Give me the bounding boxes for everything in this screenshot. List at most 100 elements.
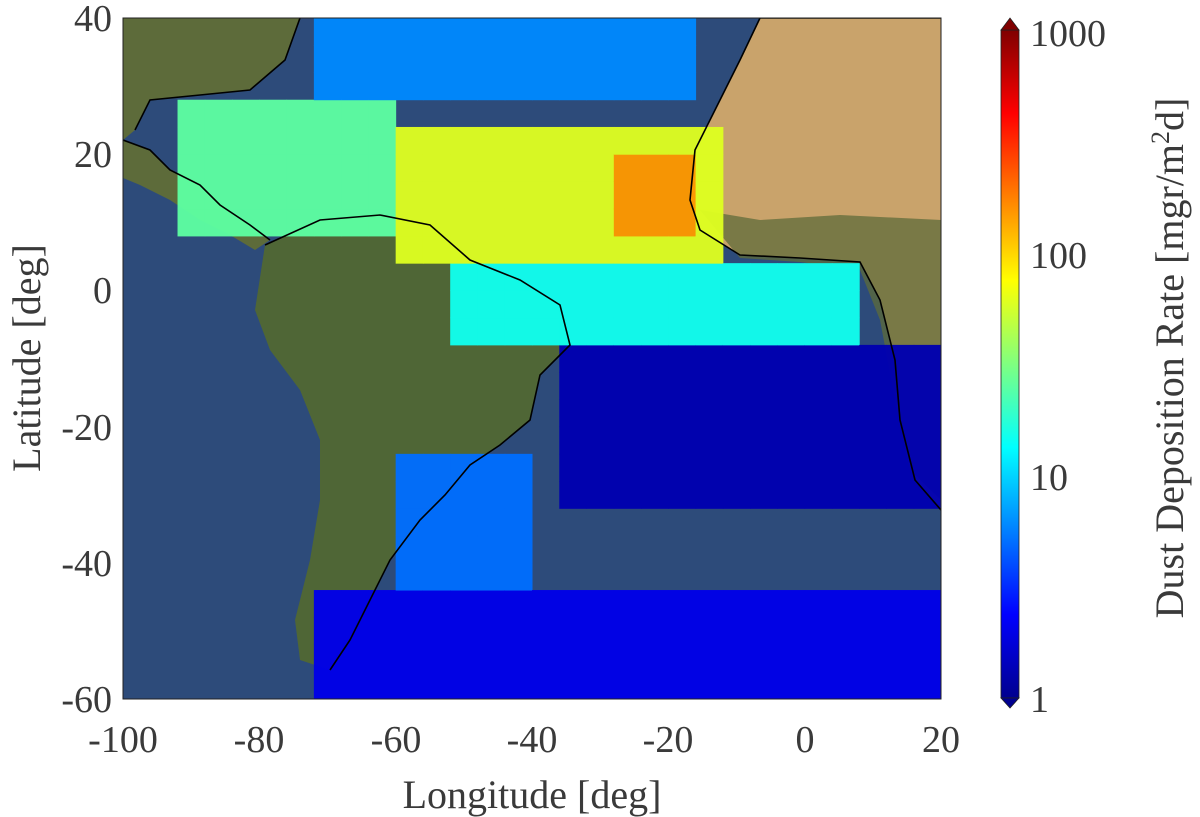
heatmap-cell <box>695 317 724 346</box>
heatmap-cell <box>695 208 724 237</box>
heatmap-cell <box>477 18 506 46</box>
heatmap-cell <box>641 317 669 346</box>
heatmap-cell <box>804 453 833 482</box>
heatmap-cell <box>586 453 615 482</box>
heatmap-cell <box>668 399 697 428</box>
heatmap-cell <box>750 290 778 319</box>
heatmap-cell <box>559 72 588 101</box>
heatmap-cell <box>313 617 342 646</box>
heatmap-cell <box>695 426 724 455</box>
heatmap-cell <box>613 590 642 618</box>
heatmap-cell <box>668 263 697 291</box>
x-tick-label: -40 <box>507 719 558 761</box>
heatmap-cell <box>341 154 369 182</box>
heatmap-cell <box>204 126 233 155</box>
heatmap-cell <box>668 290 697 319</box>
heatmap-cell <box>668 453 697 482</box>
heatmap-cell <box>831 426 860 455</box>
heatmap-cell <box>613 18 642 46</box>
heatmap-cell <box>422 72 451 101</box>
heatmap-cell <box>450 535 478 564</box>
heatmap-cell <box>804 372 833 400</box>
heatmap-cell <box>532 72 560 101</box>
africa-landmass <box>690 18 941 510</box>
x-tick-label: -20 <box>643 719 694 761</box>
heatmap-cell <box>422 18 451 46</box>
heatmap-cell <box>641 671 669 699</box>
heatmap-cell <box>641 154 669 182</box>
heatmap-cell <box>586 644 615 673</box>
heatmap-cell <box>559 644 588 673</box>
heatmap-cell <box>668 208 697 237</box>
heatmap-cell <box>831 263 860 291</box>
heatmap-cell <box>204 208 233 237</box>
heatmap-cell <box>341 72 369 101</box>
heatmap-cell <box>559 372 588 400</box>
heatmap-cell <box>450 453 478 482</box>
heatmap-cell <box>831 317 860 346</box>
heatmap-cell <box>859 372 887 400</box>
heatmap-cell <box>613 344 642 373</box>
heatmap-cell <box>368 644 397 673</box>
heatmap-cell <box>859 453 887 482</box>
heatmap-cell <box>477 644 506 673</box>
heatmap-cell <box>695 372 724 400</box>
heatmap-cell <box>422 208 451 237</box>
heatmap-cell <box>586 235 615 264</box>
y-tick-label: 20 <box>74 134 112 176</box>
heatmap-cell <box>504 290 533 319</box>
heatmap-cell <box>559 344 588 373</box>
heatmap-cell <box>804 290 833 319</box>
heatmap-cell <box>777 426 806 455</box>
y-axis-ticks: 40 20 0 -20 -40 -60 <box>61 0 112 721</box>
heatmap-cell <box>641 399 669 428</box>
heatmap-cell <box>504 126 533 155</box>
colorbar-top-arrow <box>1000 17 1020 31</box>
x-axis-ticks: -100 -80 -60 -40 -20 0 20 <box>88 719 960 761</box>
heatmap-cell <box>395 154 424 182</box>
heatmap-cell <box>722 317 751 346</box>
heatmap-cell <box>422 126 451 155</box>
heatmap-cell <box>395 72 424 101</box>
heatmap-cell <box>777 644 806 673</box>
heatmap-cell <box>422 45 451 73</box>
heatmap-cell <box>586 72 615 101</box>
heatmap-cell <box>368 181 397 210</box>
heatmap-cell <box>313 72 342 101</box>
heatmap-cell <box>613 644 642 673</box>
heatmap-cell <box>641 617 669 646</box>
heatmap-cell <box>177 99 206 128</box>
heatmap-cell <box>532 154 560 182</box>
country-borders <box>123 18 941 671</box>
heatmap-cell <box>450 181 478 210</box>
heatmap-cell <box>532 181 560 210</box>
heatmap-cell <box>668 590 697 618</box>
heatmap-cell <box>613 372 642 400</box>
heatmap-cell <box>722 617 751 646</box>
heatmap-cell <box>722 481 751 509</box>
heatmap-cell <box>313 671 342 699</box>
dust-heatmap <box>177 18 941 699</box>
heatmap-cell <box>532 263 560 291</box>
heatmap-cell <box>586 671 615 699</box>
heatmap-cell <box>668 481 697 509</box>
heatmap-cell <box>450 263 478 291</box>
heatmap-cell <box>259 181 288 210</box>
heatmap-cell <box>613 126 642 155</box>
heatmap-cell <box>504 208 533 237</box>
heatmap-cell <box>559 590 588 618</box>
heatmap-cell <box>641 372 669 400</box>
heatmap-cell <box>341 671 369 699</box>
heatmap-cell <box>613 617 642 646</box>
heatmap-cell <box>695 617 724 646</box>
heatmap-cell <box>750 453 778 482</box>
heatmap-cell <box>204 154 233 182</box>
heatmap-cell <box>750 426 778 455</box>
heatmap-cell <box>586 481 615 509</box>
heatmap-cell <box>341 18 369 46</box>
heatmap-cell <box>586 317 615 346</box>
heatmap-cell <box>804 399 833 428</box>
heatmap-cell <box>504 45 533 73</box>
heatmap-cell <box>831 590 860 618</box>
heatmap-cell <box>777 617 806 646</box>
